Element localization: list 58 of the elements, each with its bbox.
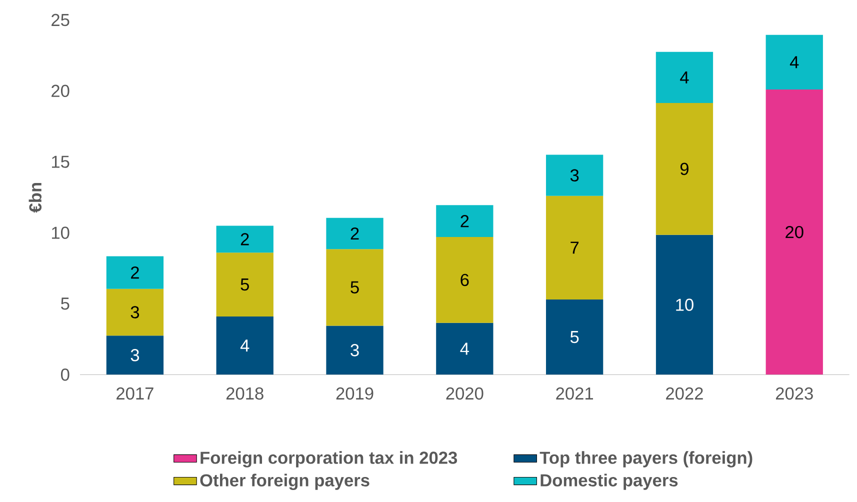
y-tick-label: 5	[61, 298, 70, 310]
legend-label: Top three payers (foreign)	[540, 451, 752, 468]
data-label: 4	[460, 342, 469, 355]
data-label: 3	[130, 349, 140, 362]
legend-label: Domestic payers	[540, 474, 678, 490]
data-label: 2	[131, 266, 139, 279]
data-label: 5	[240, 278, 249, 291]
x-tick-label: 2022	[666, 387, 703, 400]
data-label: 4	[240, 340, 250, 352]
data-label: 4	[680, 71, 689, 84]
bar	[546, 196, 604, 300]
data-label: 4	[790, 56, 799, 68]
bar	[106, 256, 164, 289]
data-label: 20	[786, 226, 804, 238]
data-label: 3	[130, 306, 140, 318]
bar	[436, 237, 494, 323]
data-label: 9	[680, 162, 688, 176]
bar	[546, 299, 604, 375]
y-tick-label: 15	[52, 156, 70, 168]
x-tick-label: 2019	[336, 387, 374, 400]
x-tick-label: 2017	[116, 387, 154, 400]
bar	[546, 154, 604, 196]
bar	[436, 205, 494, 238]
y-tick-label: 20	[52, 84, 70, 98]
bar	[216, 226, 274, 253]
bar	[766, 34, 823, 90]
x-tick-label: 2021	[556, 387, 594, 400]
y-axis-title: €bn	[28, 182, 42, 213]
data-label: 5	[570, 331, 579, 344]
bar	[656, 102, 714, 235]
bar	[326, 249, 384, 326]
data-label: 10	[676, 298, 694, 311]
y-tick-label: 0	[60, 368, 70, 381]
bar	[766, 90, 823, 375]
data-label: 2	[350, 227, 359, 240]
y-tick-label: 10	[52, 226, 70, 239]
legend-label: Foreign corporation tax in 2023	[200, 451, 458, 468]
legend-label: Other foreign payers	[200, 474, 370, 490]
data-label: 3	[350, 344, 359, 356]
bar	[656, 52, 714, 103]
x-tick-label: 2020	[446, 387, 484, 400]
data-label: 3	[570, 169, 579, 182]
bar	[106, 336, 164, 375]
bar	[326, 326, 384, 375]
bar	[436, 322, 494, 375]
x-tick-label: 2023	[776, 387, 813, 400]
data-label: 2	[240, 233, 249, 246]
data-label: 5	[350, 281, 359, 294]
x-tick-label: 2018	[226, 387, 264, 400]
bar	[216, 252, 274, 316]
data-label: 7	[570, 242, 579, 254]
bar	[326, 218, 384, 250]
bar	[106, 288, 164, 336]
y-tick-label: 25	[52, 14, 70, 26]
bar	[216, 316, 274, 375]
bar	[656, 234, 714, 375]
data-label: 2	[460, 215, 469, 228]
data-label: 6	[460, 274, 469, 286]
